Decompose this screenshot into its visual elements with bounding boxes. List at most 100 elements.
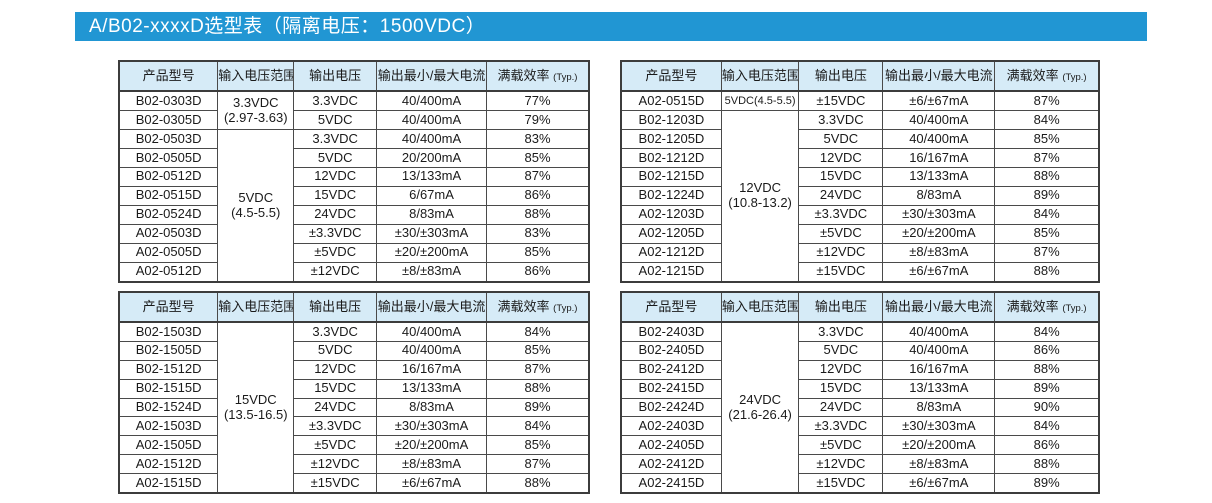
output-voltage-cell: 24VDC (293, 204, 378, 225)
model-cell: B02-1512D (118, 359, 219, 380)
output-voltage-cell: 3.3VDC (293, 321, 378, 342)
efficiency-cell: 87% (994, 148, 1100, 168)
output-current-cell: ±20/±200mA (376, 242, 487, 263)
page-title: A/B02-xxxxD选型表（隔离电压：1500VDC） (89, 16, 486, 37)
output-voltage-cell: 12VDC (798, 359, 884, 380)
model-cell: B02-0524D (118, 204, 219, 225)
output-voltage-cell: 24VDC (293, 397, 378, 418)
output-current-cell: 40/400mA (882, 340, 996, 361)
output-current-cell: 16/167mA (376, 359, 487, 380)
efficiency-cell: 88% (486, 472, 590, 494)
efficiency-cell: 84% (486, 321, 590, 342)
input-range-cell: 24VDC (21.6-26.4) (720, 321, 800, 494)
efficiency-cell: 87% (994, 242, 1100, 263)
output-current-cell: ±6/±67mA (376, 472, 487, 494)
output-voltage-cell: 3.3VDC (293, 129, 378, 149)
efficiency-cell: 87% (486, 359, 590, 380)
input-range-sub: (4.5-5.5) (231, 204, 281, 220)
efficiency-cell: 84% (994, 416, 1100, 437)
output-voltage-cell: ±3.3VDC (293, 416, 378, 437)
input-range-sub: (10.8-13.2) (728, 195, 792, 211)
output-voltage-cell: 12VDC (293, 166, 378, 187)
model-cell: B02-1203D (620, 110, 722, 131)
output-voltage-cell: 5VDC (293, 148, 378, 168)
efficiency-cell: 88% (994, 359, 1100, 380)
model-cell: B02-0305D (118, 110, 219, 131)
input-range-main: 24VDC (739, 391, 782, 407)
model-cell: A02-0503D (118, 223, 219, 244)
model-cell: A02-1203D (620, 204, 722, 225)
column-header-input-range: 输入电压范围 (720, 60, 800, 92)
efficiency-typ-label: (Typ.) (1062, 302, 1087, 314)
output-current-cell: 8/83mA (882, 185, 996, 206)
efficiency-cell: 88% (486, 378, 590, 399)
efficiency-cell: 86% (994, 435, 1100, 456)
output-voltage-cell: 3.3VDC (798, 321, 884, 342)
output-current-cell: ±8/±83mA (376, 454, 487, 474)
column-header-model: 产品型号 (620, 291, 722, 323)
table-row: B02-0303D 3.3VDC (2.97-3.63) 3.3VDC 40/400mA… (118, 90, 590, 131)
output-current-cell: ±8/±83mA (376, 261, 487, 283)
efficiency-cell: 85% (994, 223, 1100, 244)
output-current-cell: ±6/±67mA (882, 261, 996, 283)
table-row: B02-2403D 24VDC (21.6-26.4) 3.3VDC 40/400mA 8… (620, 321, 1100, 494)
table-row: B02-1205D 5VDC 40/400mA 85% (620, 129, 1100, 149)
input-range-sub: (21.6-26.4) (728, 406, 792, 422)
table-row: A02-0505D ±5VDC ±20/±200mA 85% (118, 242, 590, 263)
model-cell: B02-0515D (118, 185, 219, 206)
model-cell: B02-1215D (620, 166, 722, 187)
selection-table-top-left: 产品型号 输入电压范围 输出电压 输出最小/最大电流 满载效率 (Typ.) B… (118, 60, 590, 283)
model-cell: B02-1212D (620, 148, 722, 168)
input-range-main: 3.3VDC (232, 94, 279, 110)
model-cell: A02-1212D (620, 242, 722, 263)
output-voltage-cell: ±12VDC (798, 454, 884, 474)
output-voltage-cell: ±12VDC (293, 261, 378, 283)
column-header-efficiency: 满载效率 (Typ.) (486, 60, 590, 92)
output-voltage-cell: 12VDC (798, 148, 884, 168)
input-range-main: 5VDC(4.5-5.5) (724, 94, 796, 107)
table-row: A02-2415D ±15VDC ±6/±67mA 89% (620, 472, 1100, 494)
table-row: B02-0512D 12VDC 13/133mA 87% (118, 166, 590, 187)
table-row: A02-2403D ±3.3VDC ±30/±303mA 84% (620, 416, 1100, 437)
efficiency-cell: 89% (994, 472, 1100, 494)
column-header-model: 产品型号 (118, 60, 219, 92)
model-cell: A02-1512D (118, 454, 219, 474)
output-current-cell: 40/400mA (882, 110, 996, 131)
model-cell: B02-0503D (118, 129, 219, 149)
output-voltage-cell: ±12VDC (798, 242, 884, 263)
model-cell: B02-2405D (620, 340, 722, 361)
input-range-cell: 3.3VDC (2.97-3.63) (217, 90, 295, 131)
output-voltage-cell: 15VDC (293, 185, 378, 206)
table-row: B02-0503D 5VDC (4.5-5.5) 3.3VDC 40/400mA 83% (118, 129, 590, 283)
table-row: A02-1203D ±3.3VDC ±30/±303mA 84% (620, 204, 1100, 225)
input-range-cell: 5VDC(4.5-5.5) (217, 129, 295, 283)
output-current-cell: ±8/±83mA (882, 454, 996, 474)
table-row: B02-1515D 15VDC 13/133mA 88% (118, 378, 590, 399)
efficiency-cell: 85% (486, 435, 590, 456)
output-current-cell: 13/133mA (376, 166, 487, 187)
output-current-cell: 40/400mA (882, 321, 996, 342)
efficiency-cell: 79% (486, 110, 590, 131)
output-voltage-cell: 5VDC (293, 110, 378, 131)
efficiency-cell: 89% (994, 378, 1100, 399)
efficiency-cell: 87% (486, 454, 590, 474)
efficiency-cell: 87% (994, 90, 1100, 112)
efficiency-cell: 86% (994, 340, 1100, 361)
table-row: B02-2412D 12VDC 16/167mA 88% (620, 359, 1100, 380)
input-range-sub: (13.5-16.5) (223, 406, 288, 422)
column-header-output-current: 输出最小/最大电流 (882, 291, 996, 323)
table-row: A02-1215D ±15VDC ±6/±67mA 88% (620, 261, 1100, 283)
table-row: B02-2424D 24VDC 8/83mA 90% (620, 397, 1100, 418)
table-row: B02-1512D 12VDC 16/167mA 87% (118, 359, 590, 380)
table-row: A02-0503D ±3.3VDC ±30/±303mA 83% (118, 223, 590, 244)
table-row: A02-2412D ±12VDC ±8/±83mA 88% (620, 454, 1100, 474)
table-row: B02-2415D 15VDC 13/133mA 89% (620, 378, 1100, 399)
efficiency-typ-label: (Typ.) (1062, 71, 1087, 83)
efficiency-cell: 84% (486, 416, 590, 437)
selection-table-bottom-right: 产品型号 输入电压范围 输出电压 输出最小/最大电流 满载效率 (Typ.) B… (620, 291, 1100, 494)
efficiency-cell: 88% (994, 261, 1100, 283)
input-range-sub: (2.97-3.63) (223, 109, 288, 125)
input-range-cell: 5VDC(4.5-5.5) (720, 90, 800, 112)
output-current-cell: 40/400mA (376, 129, 487, 149)
selection-table-bottom-left: 产品型号 输入电压范围 输出电压 输出最小/最大电流 满载效率 (Typ.) B… (118, 291, 590, 494)
